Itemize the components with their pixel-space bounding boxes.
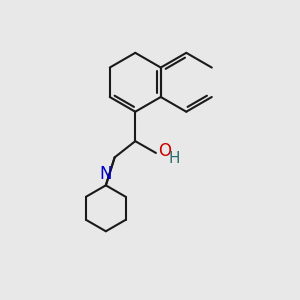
Text: N: N (100, 165, 112, 183)
Text: O: O (158, 142, 171, 160)
Text: H: H (169, 151, 180, 166)
